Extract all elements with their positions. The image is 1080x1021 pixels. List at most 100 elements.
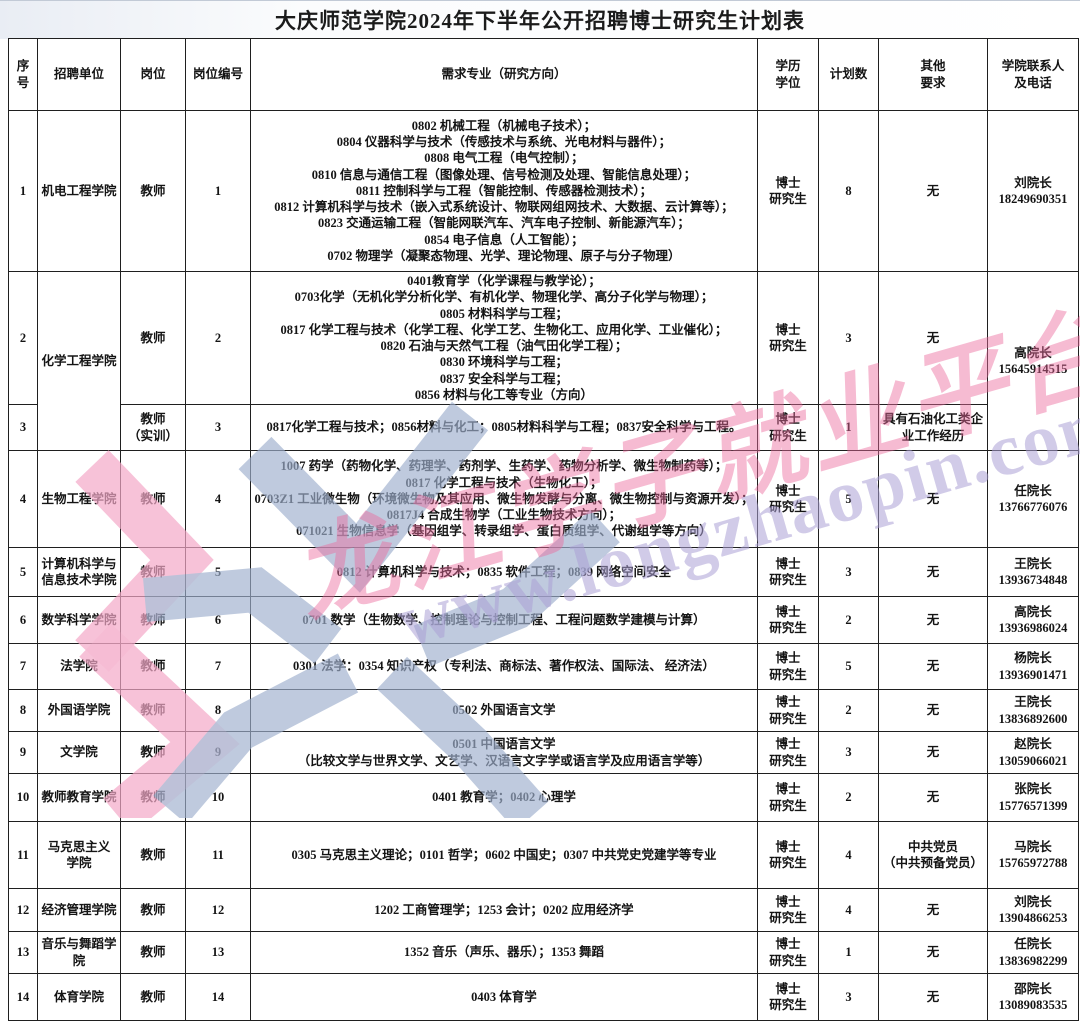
other-cell: 中共党员 （中共预备党员） xyxy=(878,821,988,889)
contact-cell: 马院长 15765972788 xyxy=(987,821,1079,889)
plan-cell: 2 xyxy=(818,596,879,644)
title-band: 大庆师范学院2024年下半年公开招聘博士研究生计划表 xyxy=(0,0,1080,39)
plan-cell: 3 xyxy=(818,731,879,774)
majors-cell: 0701 数学（生物数学、控制理论与控制工程、工程问题数学建模与计算） xyxy=(250,596,758,644)
contact-cell: 王院长 13836892600 xyxy=(987,689,1079,732)
seq-cell: 10 xyxy=(8,773,38,822)
other-cell: 无 xyxy=(878,643,988,690)
table-row: 2 化学工程学院 教师 2 0401教育学（化学课程与教学论）； 0703化学（… xyxy=(8,271,1079,451)
seq-cell: 8 xyxy=(8,689,38,732)
table-row: 8 外国语学院 教师 8 0502 外国语言文学 博士 研究生 2 无 王院长 … xyxy=(8,689,1079,732)
majors-cell: 0501 中国语言文学 （比较文学与世界文学、文艺学、汉语言文字学或语言学及应用… xyxy=(250,731,758,774)
table-row: 5 计算机科学与 信息技术学院 教师 5 0812 计算机科学与技术；0835 … xyxy=(8,547,1079,597)
seq-cell: 13 xyxy=(8,931,38,974)
col-header-code: 岗位编号 xyxy=(185,38,251,111)
majors-cell: 0305 马克思主义理论；0101 哲学；0602 中国史；0307 中共党史党… xyxy=(250,821,758,889)
table-row: 3 教师 （实训） 3 0817化学工程与技术；0856材料与化工；0805材料… xyxy=(8,404,1079,451)
unit-cell: 化学工程学院 xyxy=(37,271,121,451)
post-cell: 教师 xyxy=(120,973,186,1021)
plan-cell: 3 xyxy=(818,271,879,405)
post-cell: 教师 xyxy=(120,547,186,597)
contact-cell: 刘院长 18249690351 xyxy=(987,110,1079,272)
plan-cell: 1 xyxy=(818,931,879,974)
seq-cell: 5 xyxy=(8,547,38,597)
post-cell: 教师 xyxy=(120,110,186,272)
other-cell: 无 xyxy=(878,596,988,644)
seq-cell: 12 xyxy=(8,888,38,932)
code-cell: 14 xyxy=(185,973,251,1021)
unit-cell: 音乐与舞蹈学院 xyxy=(37,931,121,974)
code-cell: 12 xyxy=(185,888,251,932)
unit-cell: 外国语学院 xyxy=(37,689,121,732)
col-header-other: 其他 要求 xyxy=(878,38,988,111)
post-cell: 教师 xyxy=(120,773,186,822)
degree-cell: 博士 研究生 xyxy=(757,773,819,822)
majors-cell: 0502 外国语言文学 xyxy=(250,689,758,732)
other-cell: 无 xyxy=(878,773,988,822)
degree-cell: 博士 研究生 xyxy=(757,973,819,1021)
post-cell: 教师 xyxy=(120,643,186,690)
seq-cell: 6 xyxy=(8,596,38,644)
unit-cell: 教师教育学院 xyxy=(37,773,121,822)
degree-cell: 博士 研究生 xyxy=(757,643,819,690)
contact-cell: 高院长 13936986024 xyxy=(987,596,1079,644)
table-row: 9 文学院 教师 9 0501 中国语言文学 （比较文学与世界文学、文艺学、汉语… xyxy=(8,731,1079,774)
col-header-post: 岗位 xyxy=(120,38,186,111)
unit-cell: 马克思主义 学院 xyxy=(37,821,121,889)
contact-cell: 赵院长 13059066021 xyxy=(987,731,1079,774)
degree-cell: 博士 研究生 xyxy=(757,731,819,774)
majors-cell: 0403 体育学 xyxy=(250,973,758,1021)
contact-cell: 刘院长 13904866253 xyxy=(987,888,1079,932)
degree-cell: 博士 研究生 xyxy=(757,450,819,548)
degree-cell: 博士 研究生 xyxy=(757,110,819,272)
degree-cell: 博士 研究生 xyxy=(757,271,819,405)
code-cell: 8 xyxy=(185,689,251,732)
post-cell: 教师 xyxy=(120,689,186,732)
unit-cell: 体育学院 xyxy=(37,973,121,1021)
code-cell: 7 xyxy=(185,643,251,690)
seq-cell: 4 xyxy=(8,450,38,548)
col-header-contact: 学院联系人 及电话 xyxy=(987,38,1079,111)
post-cell: 教师 xyxy=(120,731,186,774)
code-cell: 3 xyxy=(185,404,251,451)
seq-cell: 11 xyxy=(8,821,38,889)
other-cell: 无 xyxy=(878,931,988,974)
seq-cell: 3 xyxy=(8,404,38,451)
contact-cell: 王院长 13936734848 xyxy=(987,547,1079,597)
majors-cell: 0301 法学：0354 知识产权（专利法、商标法、著作权法、国际法、 经济法） xyxy=(250,643,758,690)
contact-cell: 高院长 15645914515 xyxy=(987,271,1079,451)
col-header-majors: 需求专业（研究方向） xyxy=(250,38,758,111)
other-cell: 无 xyxy=(878,450,988,548)
degree-cell: 博士 研究生 xyxy=(757,596,819,644)
majors-cell: 0812 计算机科学与技术；0835 软件工程；0839 网络空间安全 xyxy=(250,547,758,597)
plan-cell: 3 xyxy=(818,547,879,597)
majors-cell: 1007 药学（药物化学、药理学、药剂学、生药学、药物分析学、微生物制药等）； … xyxy=(250,450,758,548)
unit-cell: 文学院 xyxy=(37,731,121,774)
seq-cell: 1 xyxy=(8,110,38,272)
recruitment-plan-table: 序号 招聘单位 岗位 岗位编号 需求专业（研究方向） 学历 学位 计划数 其他 … xyxy=(8,38,1079,1021)
page-title: 大庆师范学院2024年下半年公开招聘博士研究生计划表 xyxy=(275,9,805,33)
table-row: 6 数学科学学院 教师 6 0701 数学（生物数学、控制理论与控制工程、工程问… xyxy=(8,596,1079,644)
contact-cell: 杨院长 13936901471 xyxy=(987,643,1079,690)
other-cell: 无 xyxy=(878,110,988,272)
plan-cell: 4 xyxy=(818,888,879,932)
post-cell: 教师 xyxy=(120,821,186,889)
code-cell: 13 xyxy=(185,931,251,974)
other-cell: 无 xyxy=(878,973,988,1021)
table-row: 10 教师教育学院 教师 10 0401 教育学；0402 心理学 博士 研究生… xyxy=(8,773,1079,822)
contact-cell: 任院长 13766776076 xyxy=(987,450,1079,548)
majors-cell: 1202 工商管理学；1253 会计；0202 应用经济学 xyxy=(250,888,758,932)
other-cell: 无 xyxy=(878,731,988,774)
code-cell: 5 xyxy=(185,547,251,597)
table-row: 11 马克思主义 学院 教师 11 0305 马克思主义理论；0101 哲学；0… xyxy=(8,821,1079,889)
degree-cell: 博士 研究生 xyxy=(757,821,819,889)
majors-cell: 0802 机械工程（机械电子技术）； 0804 仪器科学与技术（传感技术与系统、… xyxy=(250,110,758,272)
col-header-degree: 学历 学位 xyxy=(757,38,819,111)
majors-cell: 1352 音乐（声乐、器乐）；1353 舞蹈 xyxy=(250,931,758,974)
table-row: 1 机电工程学院 教师 1 0802 机械工程（机械电子技术）； 0804 仪器… xyxy=(8,110,1079,272)
table-row: 12 经济管理学院 教师 12 1202 工商管理学；1253 会计；0202 … xyxy=(8,888,1079,932)
plan-cell: 5 xyxy=(818,643,879,690)
contact-cell: 张院长 15776571399 xyxy=(987,773,1079,822)
plan-cell: 4 xyxy=(818,821,879,889)
other-cell: 无 xyxy=(878,547,988,597)
